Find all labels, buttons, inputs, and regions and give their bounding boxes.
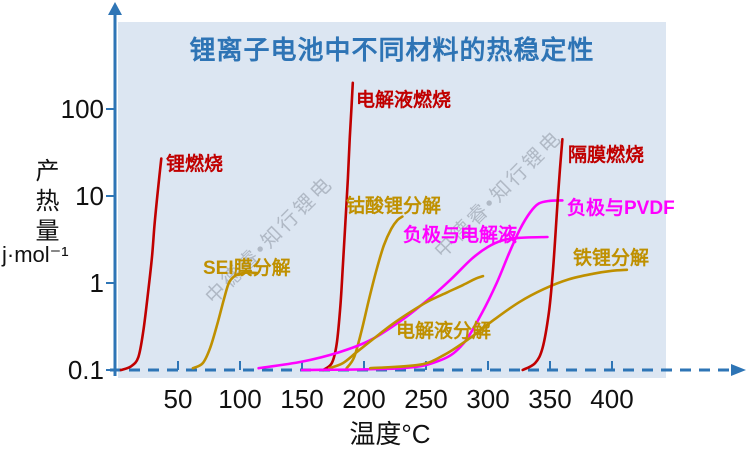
- x-tick-label: 100: [218, 384, 262, 414]
- curve-label-separator-combustion: 隔膜燃烧: [568, 145, 645, 166]
- y-tick-label: 100: [60, 94, 104, 124]
- curve-label-electrolyte-combustion: 电解液燃烧: [356, 90, 452, 111]
- x-tick-label: 400: [590, 384, 634, 414]
- x-axis-title: 温度°C: [349, 419, 431, 449]
- y-axis-title: 产热量: [31, 158, 58, 248]
- curve-label-lithium-combustion: 锂燃烧: [166, 154, 224, 175]
- y-axis-unit: j·mol⁻¹: [2, 242, 69, 267]
- chart-title: 锂离子电池中不同材料的热稳定性: [189, 35, 595, 65]
- curve-label-anode-pvdf: 负极与PVDF: [567, 198, 675, 219]
- x-tick-label: 350: [528, 384, 572, 414]
- y-tick-label: 1: [89, 268, 104, 298]
- x-tick-label: 150: [280, 384, 324, 414]
- curve-label-electrolyte-decomposition: 电解液分解: [396, 321, 492, 342]
- y-tick-label: 10: [75, 181, 104, 211]
- y-tick-label: 0.1: [67, 355, 104, 385]
- curve-label-lfp-decomposition: 铁锂分解: [573, 248, 650, 269]
- curve-label-anode-electrolyte: 负极与电解液: [403, 225, 518, 246]
- x-tick-label: 200: [342, 384, 386, 414]
- x-tick-label: 250: [404, 384, 448, 414]
- curve-label-sei-decomposition: SEI膜分解: [203, 258, 291, 279]
- curve-label-lco-decomposition: 钴酸锂分解: [346, 196, 442, 217]
- x-tick-label: 50: [163, 384, 193, 414]
- x-tick-label: 300: [466, 384, 510, 414]
